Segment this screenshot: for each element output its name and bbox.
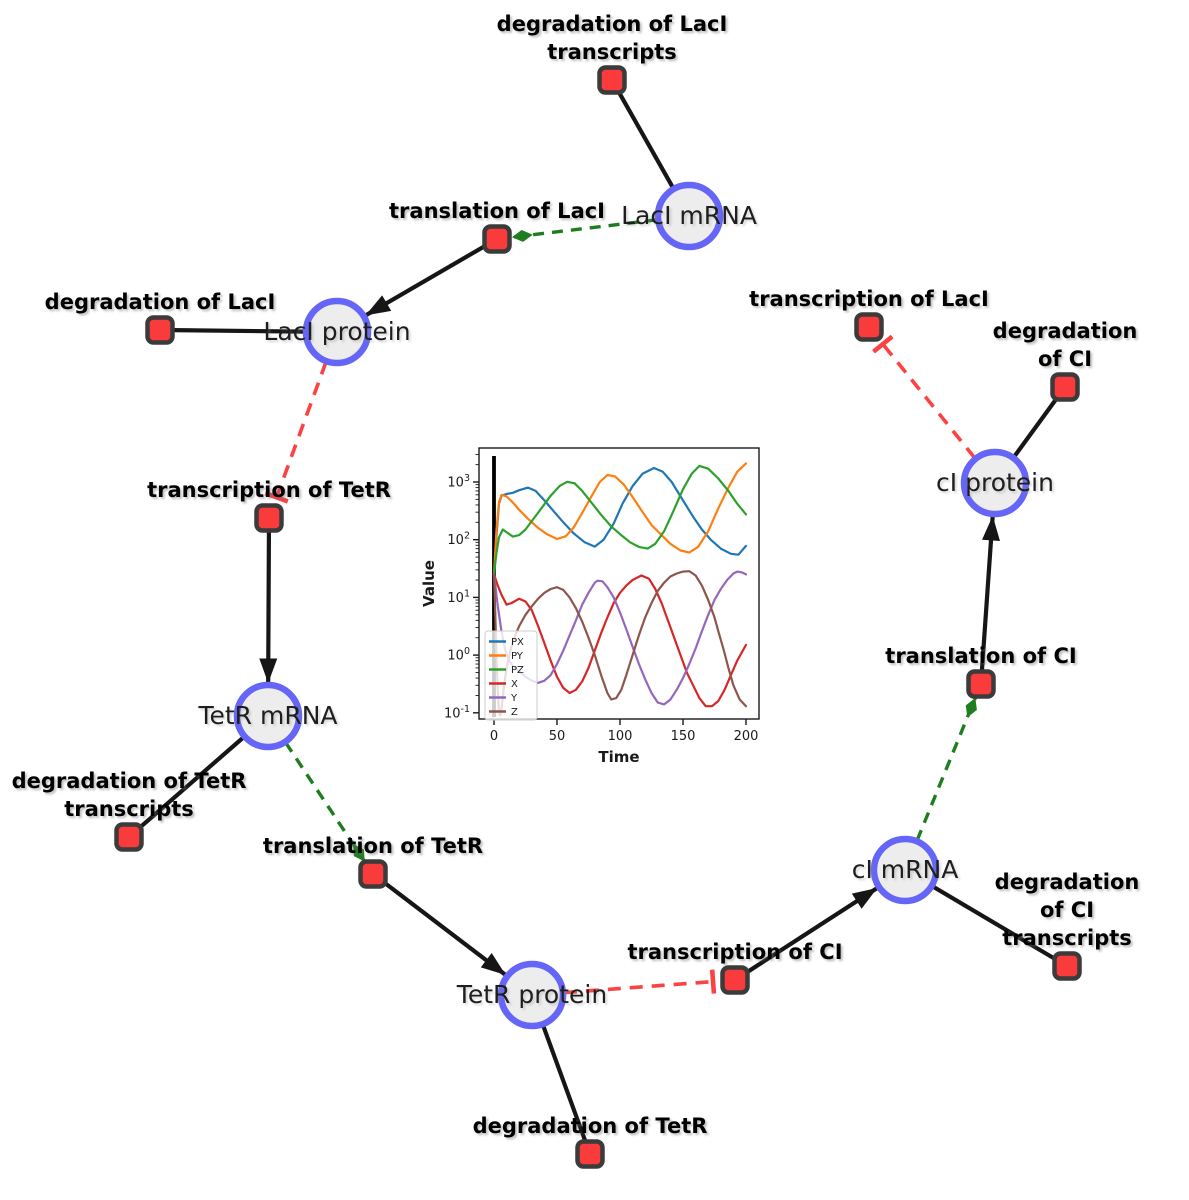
reaction-label-tl_ci: translation of CI	[885, 644, 1077, 668]
legend-label-PZ: PZ	[511, 665, 524, 676]
reaction-label-tc_ci: transcription of CI	[627, 940, 843, 964]
y-tick-label: 101	[447, 588, 470, 606]
y-tick-label: 100	[447, 646, 470, 664]
reaction-label-deg_tetr: degradation of TetR	[472, 1114, 708, 1138]
reaction-node-tc_ci[interactable]	[720, 965, 750, 995]
edge-laci_mrna-to-deg_laci_tx	[616, 90, 676, 190]
edge-ci_mrna-to-tl_ci	[915, 697, 977, 842]
reaction-node-deg_laci[interactable]	[145, 315, 175, 345]
reaction-label-deg_laci_tx: degradation of LacI transcripts	[496, 12, 728, 64]
species-node-laci_mrna[interactable]	[654, 181, 724, 251]
reaction-node-deg_ci[interactable]	[1050, 372, 1080, 402]
edge-ci_mrna-to-deg_ci_tx	[931, 884, 1057, 962]
species-label-laci_mrna: LacI mRNA	[621, 201, 757, 230]
species-node-laci_protein[interactable]	[302, 297, 372, 367]
species-label-tetr_protein: TetR protein	[456, 980, 608, 1009]
legend-label-Y: Y	[510, 693, 518, 704]
edge-ci_protein-to-tc_laci	[872, 334, 977, 460]
reaction-label-deg_ci_tx: degradation of CI transcripts	[994, 870, 1140, 950]
edge-tc_tetr-to-tetr_mrna	[259, 530, 278, 684]
species-label-laci_protein: LacI protein	[263, 317, 411, 346]
y-axis-title: Value	[420, 560, 438, 607]
edge-laci_protein-to-deg_laci	[172, 328, 306, 334]
reaction-label-deg_laci: degradation of LacI	[44, 290, 276, 314]
edge-ci_protein-to-deg_ci	[1012, 396, 1060, 459]
x-tick-label: 50	[549, 729, 566, 744]
y-tick-label: 102	[447, 531, 470, 549]
reaction-label-tc_tetr: transcription of TetR	[147, 478, 391, 502]
legend-label-Z: Z	[511, 707, 518, 718]
edge-tetr_protein-to-deg_tetr	[540, 1024, 588, 1143]
series-curve-PZ	[492, 464, 748, 576]
legend-label-X: X	[511, 679, 518, 690]
species-node-tetr_mrna[interactable]	[233, 681, 303, 751]
reaction-node-deg_tetr[interactable]	[575, 1139, 605, 1169]
reaction-label-tc_laci: transcription of LacI	[749, 287, 989, 311]
species-node-tetr_protein[interactable]	[497, 960, 567, 1030]
reaction-node-deg_ci_tx[interactable]	[1052, 951, 1082, 981]
edge-tc_ci-to-ci_mrna	[744, 886, 878, 975]
species-label-ci_protein: cI protein	[936, 468, 1054, 497]
species-node-ci_mrna[interactable]	[870, 835, 940, 905]
edge-laci_protein-to-tc_tetr	[264, 361, 328, 504]
edge-tetr_mrna-to-deg_tetr_tx	[137, 735, 246, 831]
x-axis-title: Time	[598, 748, 639, 766]
reaction-node-tl_tetr[interactable]	[358, 859, 388, 889]
x-tick-label: 100	[608, 729, 633, 744]
edge-tl_ci-to-ci_protein	[979, 515, 1000, 672]
species-node-ci_protein[interactable]	[960, 448, 1030, 518]
x-tick-label: 0	[490, 729, 498, 744]
reaction-node-tc_laci[interactable]	[854, 312, 884, 342]
reaction-node-tl_laci[interactable]	[482, 224, 512, 254]
y-tick-label: 103	[447, 473, 470, 491]
x-tick-label: 200	[734, 729, 759, 744]
legend-label-PY: PY	[511, 651, 524, 662]
reaction-node-deg_laci_tx[interactable]	[597, 65, 627, 95]
edge-tl_laci-to-laci_protein	[365, 243, 487, 317]
species-label-ci_mrna: cI mRNA	[851, 855, 959, 884]
edge-tl_tetr-to-tetr_protein	[382, 880, 507, 977]
x-tick-label: 150	[671, 729, 696, 744]
edge-tetr_mrna-to-tl_tetr	[284, 741, 367, 863]
reaction-node-tc_tetr[interactable]	[254, 503, 284, 533]
legend-label-PX: PX	[511, 637, 524, 648]
chart-axes-box	[478, 447, 760, 720]
reaction-label-deg_ci: degradation of CI	[992, 319, 1138, 371]
reaction-node-deg_tetr_tx[interactable]	[114, 822, 144, 852]
series-curve-PY	[492, 462, 748, 576]
series-curve-PX	[492, 466, 748, 576]
species-label-tetr_mrna: TetR mRNA	[198, 701, 338, 730]
reaction-label-tl_tetr: translation of TetR	[262, 834, 484, 858]
reaction-node-tl_ci[interactable]	[966, 669, 996, 699]
edge-tetr_protein-to-tc_ci	[563, 969, 717, 995]
reaction-label-tl_laci: translation of LacI	[389, 199, 605, 223]
edge-laci_mrna-to-tl_laci	[511, 218, 658, 242]
inset-chart: 103 102 101 100 10-1 0 50 100 150 200 Time Value PX P…	[420, 447, 760, 766]
y-tick-label: 10-1	[444, 704, 470, 722]
reaction-label-deg_tetr_tx: degradation of TetR transcripts	[11, 769, 247, 821]
